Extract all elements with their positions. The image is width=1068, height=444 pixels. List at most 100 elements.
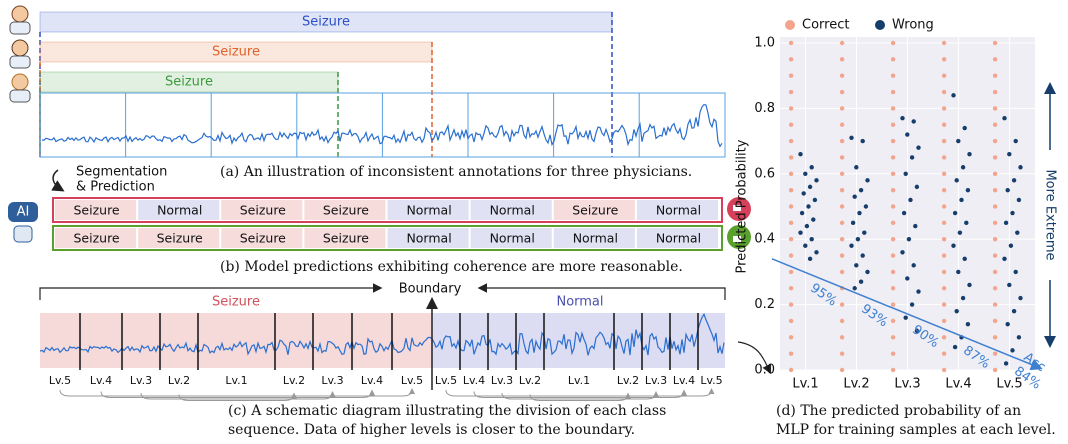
prediction-label: Seizure bbox=[240, 231, 286, 246]
correct-point bbox=[840, 302, 844, 306]
level-label: Lv.3 bbox=[491, 374, 513, 387]
correct-point bbox=[993, 188, 997, 192]
correct-point bbox=[993, 319, 997, 323]
wrong-point bbox=[862, 230, 866, 234]
wrong-point bbox=[805, 224, 809, 228]
correct-point bbox=[942, 302, 946, 306]
level-label: Lv.5 bbox=[435, 374, 457, 387]
legend-label: Wrong bbox=[892, 18, 934, 33]
prediction-label: Normal bbox=[573, 231, 618, 246]
legend-marker bbox=[875, 20, 885, 30]
correct-point bbox=[942, 57, 946, 61]
wrong-point bbox=[802, 191, 806, 195]
wrong-point bbox=[798, 152, 802, 156]
correct-point bbox=[789, 237, 793, 241]
correct-point bbox=[993, 286, 997, 290]
correct-point bbox=[993, 172, 997, 176]
correct-point bbox=[993, 57, 997, 61]
correct-point bbox=[942, 123, 946, 127]
level-label: Lv.4 bbox=[673, 374, 695, 387]
wrong-point bbox=[853, 286, 857, 290]
level-label: Lv.3 bbox=[130, 374, 152, 387]
wrong-point bbox=[912, 263, 916, 267]
wrong-point bbox=[1017, 335, 1021, 339]
correct-point bbox=[993, 41, 997, 45]
correct-point bbox=[942, 221, 946, 225]
wrong-point bbox=[849, 244, 853, 248]
correct-point bbox=[891, 74, 895, 78]
correct-point bbox=[891, 41, 895, 45]
wrong-point bbox=[865, 178, 869, 182]
level-label: Lv.4 bbox=[463, 374, 485, 387]
level-label: Lv.5 bbox=[700, 374, 722, 387]
correct-point bbox=[789, 221, 793, 225]
correct-point bbox=[891, 139, 895, 143]
prediction-label: Seizure bbox=[323, 231, 369, 246]
y-tick-label: 0.0 bbox=[754, 363, 775, 378]
correct-point bbox=[891, 237, 895, 241]
correct-point bbox=[840, 335, 844, 339]
wrong-point bbox=[864, 204, 868, 208]
wrong-point bbox=[1002, 116, 1006, 120]
level-label: Lv.4 bbox=[90, 374, 112, 387]
wrong-point bbox=[814, 250, 818, 254]
correct-point bbox=[942, 319, 946, 323]
correct-point bbox=[993, 155, 997, 159]
level-label: Lv.1 bbox=[225, 374, 247, 387]
wrong-point bbox=[1007, 283, 1011, 287]
wrong-point bbox=[861, 139, 865, 143]
wrong-point bbox=[967, 152, 971, 156]
correct-point bbox=[789, 123, 793, 127]
correct-point bbox=[993, 139, 997, 143]
prediction-label: Normal bbox=[656, 203, 701, 218]
correct-point bbox=[942, 237, 946, 241]
wrong-point bbox=[1012, 309, 1016, 313]
wrong-point bbox=[806, 204, 810, 208]
caption-d: MLP for training samples at each level. bbox=[776, 422, 1056, 438]
prediction-label: Normal bbox=[406, 231, 451, 246]
correct-point bbox=[993, 351, 997, 355]
y-tick-label: 0.2 bbox=[754, 297, 775, 312]
level-label: Lv.5 bbox=[49, 374, 71, 387]
prediction-label: Seizure bbox=[323, 203, 369, 218]
wrong-point bbox=[912, 119, 916, 123]
physician-icons bbox=[10, 6, 30, 102]
wrong-point bbox=[907, 237, 911, 241]
correct-point bbox=[789, 335, 793, 339]
correct-point bbox=[942, 155, 946, 159]
class-label: Normal bbox=[556, 295, 603, 310]
ai-robot-icon: AI bbox=[8, 202, 38, 242]
correct-point bbox=[993, 106, 997, 110]
correct-point bbox=[840, 188, 844, 192]
correct-point bbox=[993, 270, 997, 274]
correct-point bbox=[789, 41, 793, 45]
correct-point bbox=[891, 188, 895, 192]
correct-point bbox=[993, 253, 997, 257]
prediction-label: Seizure bbox=[572, 203, 618, 218]
correct-point bbox=[840, 41, 844, 45]
y-tick-label: 0.4 bbox=[754, 232, 775, 247]
caption-c: (c) A schematic diagram illustrating the… bbox=[228, 403, 666, 419]
wrong-point bbox=[951, 93, 955, 97]
correct-point bbox=[840, 139, 844, 143]
level-label: Lv.2 bbox=[168, 374, 190, 387]
wrong-point bbox=[854, 165, 858, 169]
wrong-point bbox=[959, 198, 963, 202]
correct-point bbox=[789, 90, 793, 94]
correct-point bbox=[993, 368, 997, 372]
correct-point bbox=[840, 204, 844, 208]
wrong-point bbox=[859, 280, 863, 284]
correct-point bbox=[789, 106, 793, 110]
correct-point bbox=[840, 237, 844, 241]
wrong-point bbox=[913, 224, 917, 228]
figure: (a) An illustration of inconsistent anno… bbox=[0, 0, 1068, 444]
wrong-point bbox=[859, 188, 863, 192]
seizure-region bbox=[40, 313, 432, 368]
correct-point bbox=[789, 172, 793, 176]
correct-point bbox=[942, 253, 946, 257]
normal-region bbox=[432, 313, 725, 368]
prediction-label: Seizure bbox=[73, 203, 119, 218]
correct-point bbox=[942, 351, 946, 355]
wrong-point bbox=[851, 221, 855, 225]
page: (a) An illustration of inconsistent anno… bbox=[0, 0, 1068, 444]
